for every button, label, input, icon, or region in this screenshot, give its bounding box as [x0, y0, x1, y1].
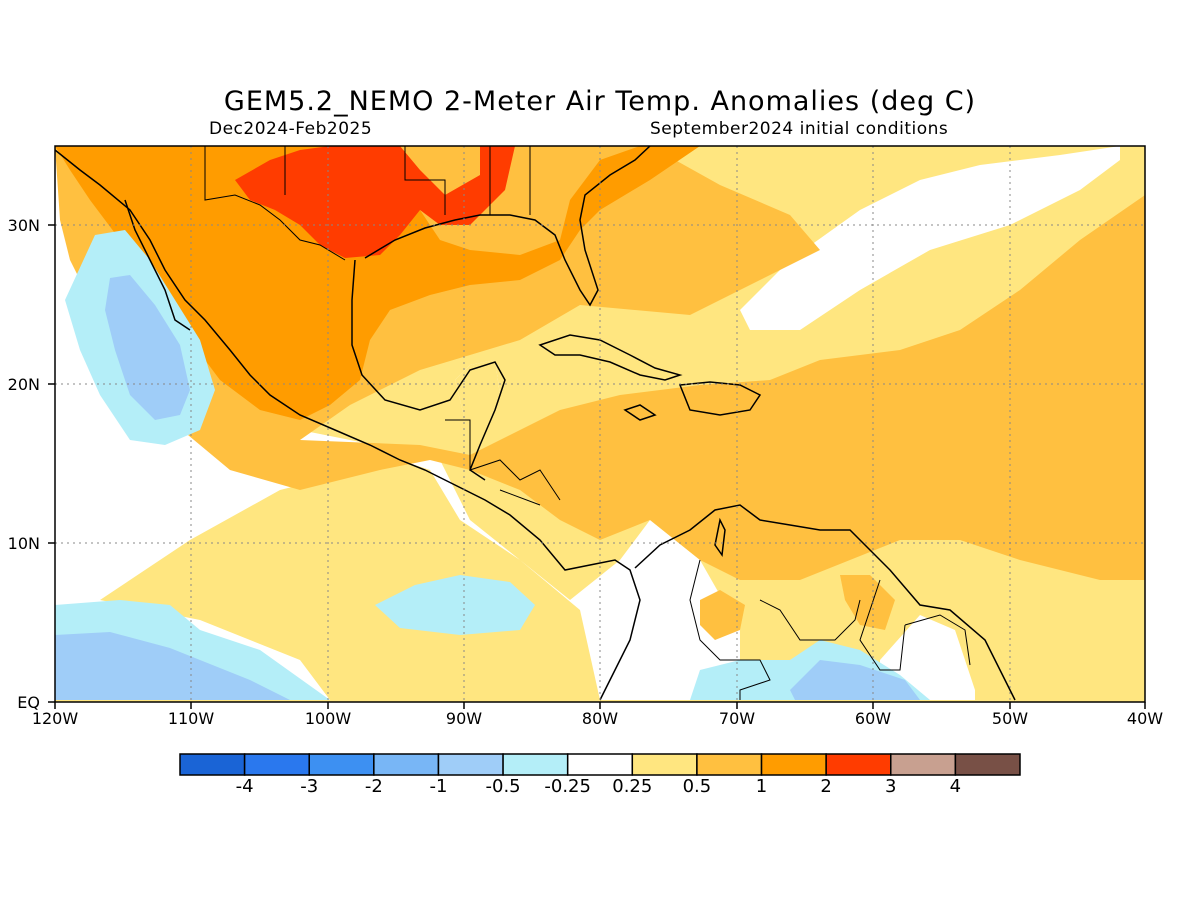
- axis-ticks: [48, 224, 1146, 709]
- band-1-2: [55, 146, 700, 420]
- colorbar-swatch: [308, 753, 375, 776]
- forecast-period: Dec2024-Feb2025: [209, 119, 373, 139]
- colorbar-swatch: [954, 753, 1021, 776]
- band-0p5-1-guyana: [840, 575, 895, 630]
- colorbar-swatch: [760, 753, 827, 776]
- colorbar-label: -1: [429, 776, 448, 797]
- lon-label-80w: 80W: [581, 709, 619, 728]
- colorbar-label: 2: [820, 776, 832, 797]
- colorbar-label: -3: [300, 776, 319, 797]
- colorbar-label: 4: [949, 776, 962, 797]
- colorbar-swatch: [696, 753, 763, 776]
- colorbar-label: -4: [235, 776, 254, 797]
- lon-label-70w: 70W: [718, 709, 756, 728]
- colorbar-label: 0.5: [682, 776, 712, 797]
- band-2-3: [235, 146, 515, 258]
- colorbar: [179, 753, 1021, 776]
- cool-region-equatorial-inner: [55, 632, 290, 700]
- lon-label-110w: 110W: [167, 709, 215, 728]
- neutral-region-atlantic: [740, 146, 1120, 330]
- colorbar-swatch: [243, 753, 310, 776]
- colorbar-swatch: [566, 753, 634, 776]
- lat-label-30n: 30N: [7, 216, 40, 235]
- graticule: [55, 146, 1145, 702]
- colorbar-label: 3: [885, 776, 897, 797]
- colorbar-label: -2: [364, 776, 383, 797]
- lon-label-90w: 90W: [445, 709, 483, 728]
- political-borders: [204, 146, 971, 700]
- initial-conditions: September2024 initial conditions: [650, 119, 949, 139]
- lon-label-50w: 50W: [991, 709, 1029, 728]
- cool-region-panama-bight: [375, 575, 535, 635]
- colorbar-swatch: [890, 753, 957, 776]
- lat-label-20n: 20N: [7, 375, 40, 394]
- colorbar-label: 1: [755, 776, 768, 797]
- band-0p5-1-venezuela: [700, 590, 745, 640]
- lon-label-100w: 100W: [304, 709, 352, 728]
- lat-label-eq: EQ: [17, 693, 40, 712]
- colorbar-label: 0.25: [612, 776, 653, 797]
- map-title: GEM5.2_NEMO 2-Meter Air Temp. Anomalies …: [223, 86, 977, 117]
- lon-label-40w: 40W: [1126, 709, 1164, 728]
- lon-label-60w: 60W: [854, 709, 892, 728]
- lon-label-120w: 120W: [31, 709, 79, 728]
- cool-region-baja-inner: [105, 275, 190, 420]
- cool-region-amazon-inner: [790, 660, 920, 700]
- coastlines: [55, 146, 1016, 701]
- colorbar-label: -0.25: [544, 776, 591, 797]
- colorbar-swatch: [825, 753, 892, 776]
- colorbar-swatch: [502, 753, 569, 776]
- colorbar-swatch: [631, 753, 698, 776]
- lat-label-10n: 10N: [7, 534, 40, 553]
- colorbar-swatch: [437, 753, 504, 776]
- colorbar-label: -0.5: [485, 776, 521, 797]
- colorbar-swatch: [373, 753, 440, 776]
- colorbar-swatch: [179, 753, 246, 776]
